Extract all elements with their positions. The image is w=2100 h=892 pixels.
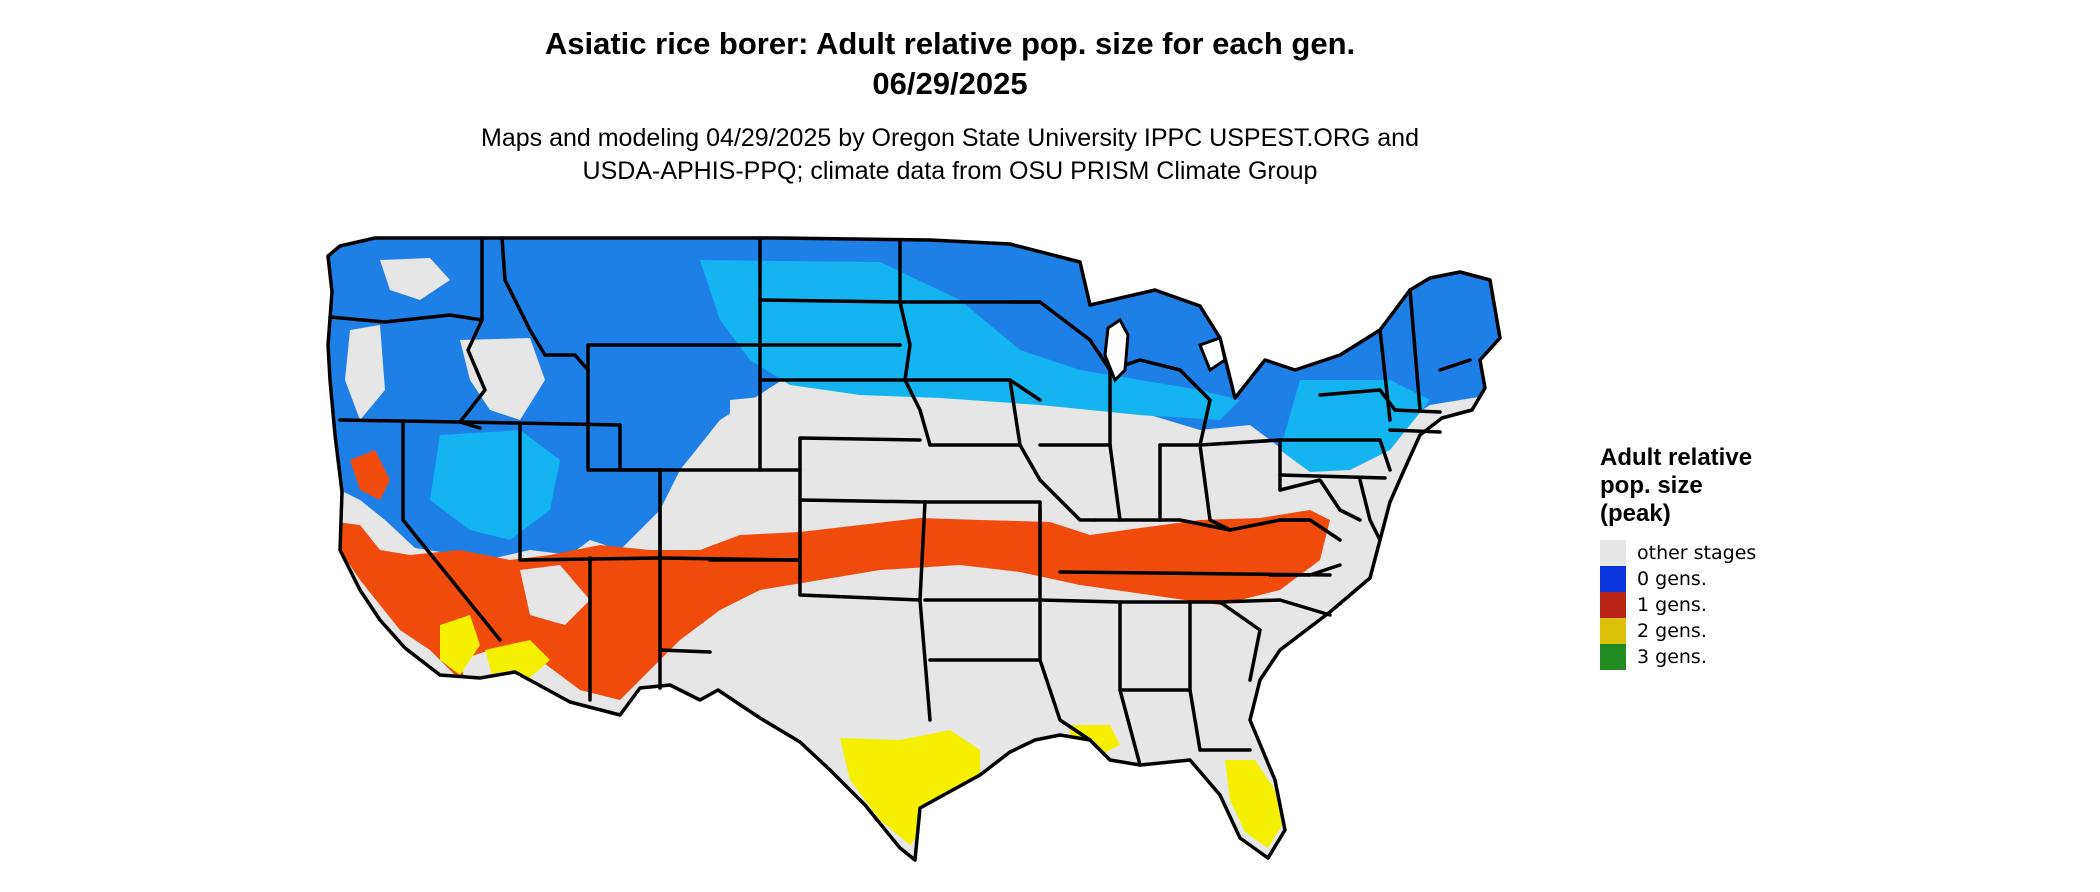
legend-swatch-3-gens [1600, 644, 1626, 670]
map-subtitle-line2: USDA-APHIS-PPQ; climate data from OSU PR… [582, 157, 1318, 185]
map-subtitle-line1: Maps and modeling 04/29/2025 by Oregon S… [481, 124, 1419, 152]
map-title: Asiatic rice borer: Adult relative pop. … [544, 26, 1356, 61]
legend-swatch-other-stages [1600, 540, 1626, 566]
legend-label: 2 gens. [1637, 620, 1707, 642]
legend-title-line3: (peak) [1600, 500, 1671, 527]
legend-item-3-gens: 3 gens. [1600, 644, 1756, 670]
legend-swatch-2-gens [1600, 618, 1626, 644]
legend-swatch-1-gens [1600, 592, 1626, 618]
legend-label: other stages [1637, 542, 1757, 564]
map-date: 06/29/2025 [872, 66, 1028, 101]
legend-label: 1 gens. [1637, 594, 1707, 616]
us-map [326, 236, 1502, 862]
legend-item-1-gens: 1 gens. [1600, 592, 1756, 618]
legend: Adult relative pop. size (peak) other st… [1600, 444, 1756, 670]
legend-item-other-stages: other stages [1600, 540, 1756, 566]
legend-item-2-gens: 2 gens. [1600, 618, 1756, 644]
legend-item-0-gens: 0 gens. [1600, 566, 1756, 592]
legend-swatch-0-gens [1600, 566, 1626, 592]
legend-label: 3 gens. [1637, 646, 1707, 668]
legend-title-line1: Adult relative [1600, 444, 1753, 471]
legend-label: 0 gens. [1637, 568, 1707, 590]
legend-title-line2: pop. size [1600, 472, 1703, 499]
